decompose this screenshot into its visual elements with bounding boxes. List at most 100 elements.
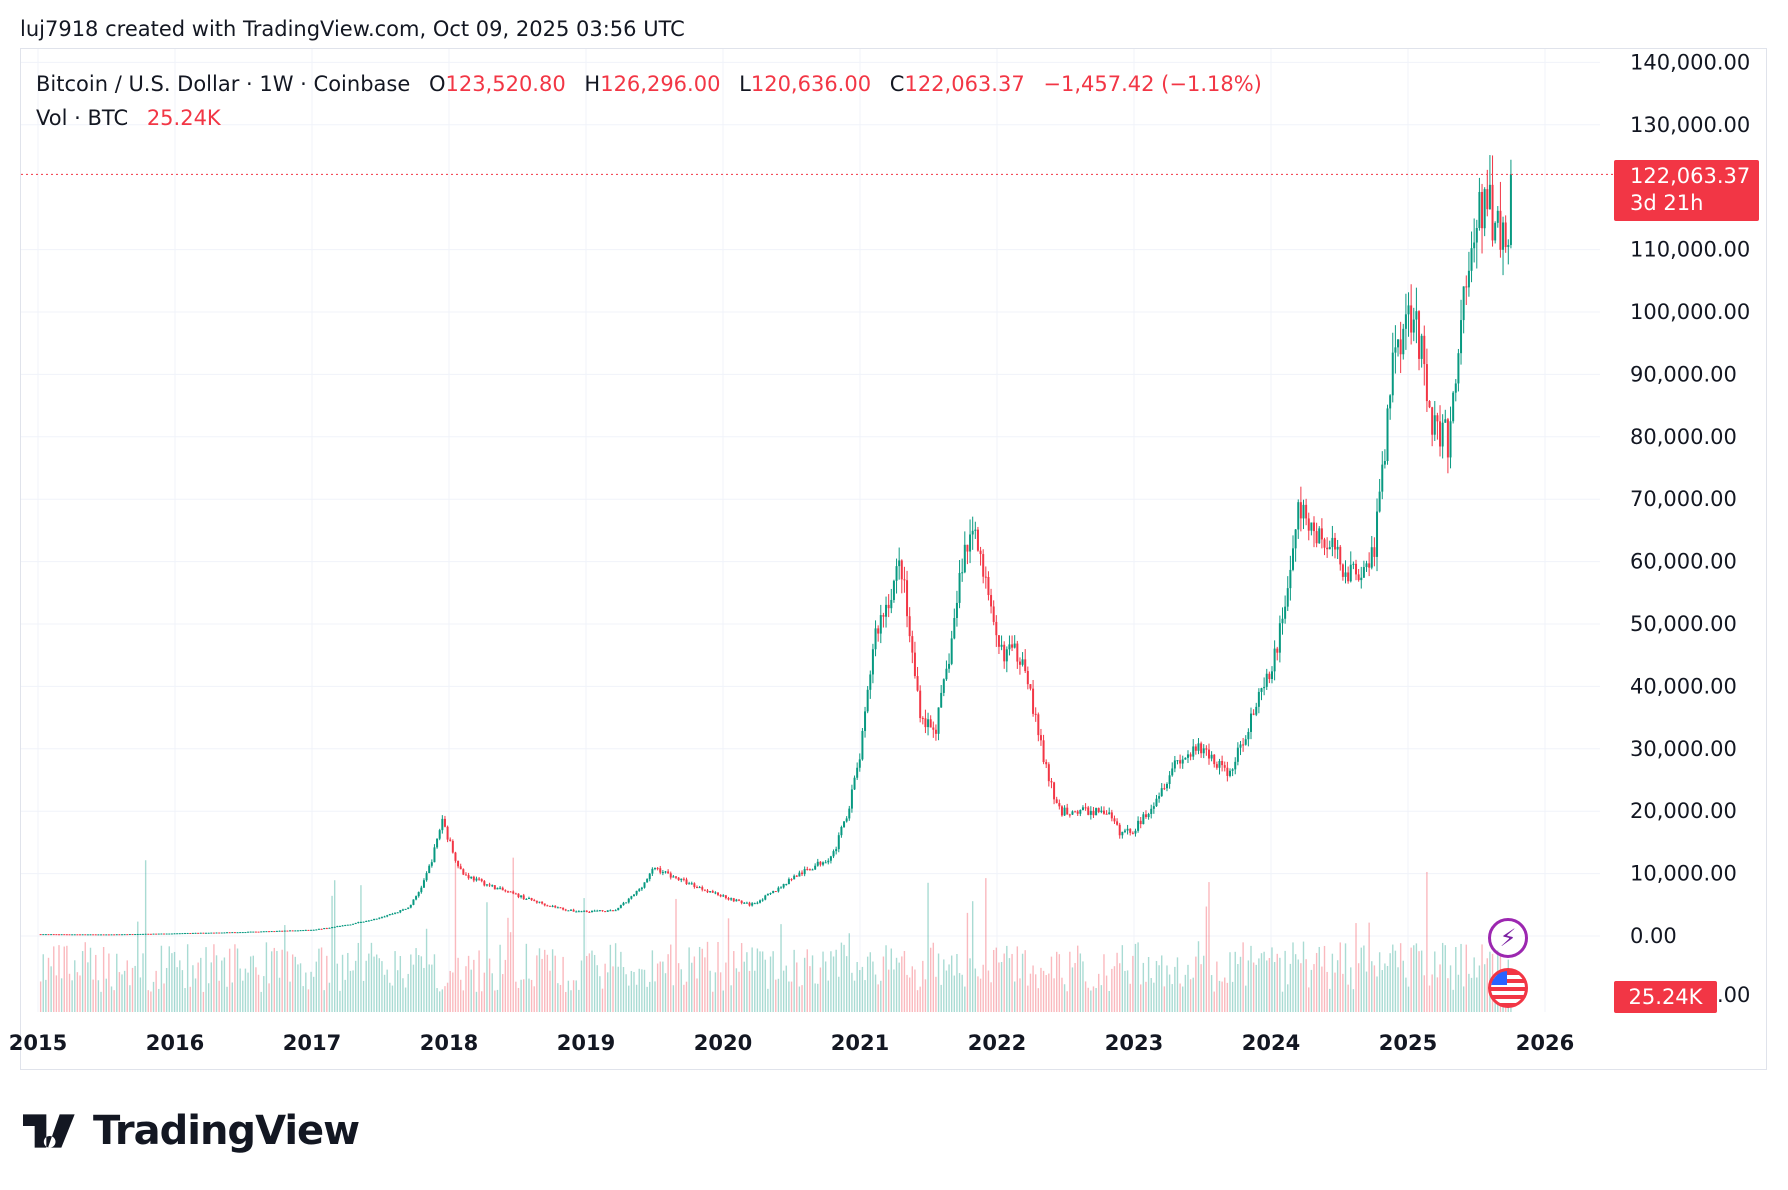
volume-bar: [614, 943, 617, 1012]
candle-body: [76, 934, 79, 936]
volume-bar: [1415, 943, 1418, 1012]
volume-bar: [1407, 986, 1410, 1012]
candle-body: [892, 580, 895, 600]
volume-bar: [1037, 988, 1040, 1012]
candle-body: [1139, 820, 1142, 825]
volume-bar: [402, 978, 404, 1012]
volume-bar: [1098, 973, 1100, 1012]
volume-label[interactable]: Vol · BTC: [36, 106, 129, 130]
x-tick-label: 2026: [1516, 1031, 1574, 1055]
candle-body: [191, 932, 194, 934]
y-tick-label: 40,000.00: [1630, 674, 1737, 698]
volume-bar: [1441, 942, 1444, 1012]
volume-bar: [677, 963, 680, 1012]
candle-body: [1037, 714, 1040, 736]
candle-body: [575, 911, 578, 913]
volume-bar: [680, 969, 682, 1012]
symbol-title[interactable]: Bitcoin / U.S. Dollar · 1W · Coinbase: [36, 72, 411, 96]
candle-body: [1213, 754, 1216, 765]
x-tick-label: 2018: [420, 1031, 478, 1055]
candle-body: [856, 767, 859, 778]
volume-bar: [877, 984, 879, 1012]
volume-bar: [1405, 977, 1407, 1012]
y-tick-label: 0.00: [1630, 924, 1677, 948]
candle-body: [128, 934, 131, 936]
candle-body: [299, 930, 302, 932]
volume-bar: [759, 951, 761, 1012]
candle-body: [399, 910, 402, 913]
volume-bar: [223, 957, 226, 1012]
volume-bar: [465, 966, 467, 1012]
open-value: 123,520.80: [445, 72, 566, 96]
candle-body: [764, 895, 767, 900]
lightning-icon[interactable]: ⚡: [1488, 918, 1528, 958]
volume-bar: [685, 981, 688, 1012]
candle-body: [73, 934, 76, 936]
volume-bar: [1013, 981, 1016, 1012]
candle-body: [1005, 649, 1008, 662]
volume-bar: [1218, 980, 1221, 1012]
candle-body: [522, 895, 525, 900]
volume-bar: [1111, 968, 1113, 1012]
candle-body: [181, 933, 184, 935]
volume-bar: [1050, 956, 1053, 1012]
volume-bar: [777, 978, 780, 1012]
candle-body: [170, 933, 173, 935]
chart-frame: [20, 48, 1767, 1070]
candle-body: [1076, 811, 1079, 814]
candle-body: [81, 934, 84, 936]
tradingview-logo[interactable]: TradingView: [23, 1108, 360, 1154]
volume-bar: [1247, 960, 1250, 1012]
candle-body: [370, 919, 373, 921]
volume-bar: [1205, 906, 1208, 1012]
candle-body: [1137, 820, 1140, 831]
candle-body: [1053, 782, 1056, 800]
volume-bar: [425, 928, 428, 1012]
candle-body: [1039, 735, 1042, 741]
candle-body: [1150, 808, 1153, 815]
volume-bar: [622, 967, 625, 1012]
volume-bar: [1268, 957, 1271, 1012]
candle-body: [1281, 618, 1284, 624]
volume-bar: [131, 967, 134, 1012]
volume-bar: [567, 980, 570, 1012]
candle-body: [1047, 764, 1050, 782]
y-tick-label: 90,000.00: [1630, 362, 1737, 386]
volume-bar: [446, 982, 449, 1012]
candle-body: [961, 572, 964, 574]
candle-body: [417, 892, 420, 897]
volume-bar: [824, 961, 827, 1012]
candle-body: [475, 878, 478, 881]
candle-body: [900, 560, 903, 580]
candle-body: [850, 789, 853, 809]
candle-body: [743, 902, 746, 904]
candle-body: [1074, 811, 1077, 813]
candle-body: [1441, 422, 1444, 447]
candle-body: [719, 894, 722, 897]
candle-body: [383, 916, 386, 918]
candle-body: [176, 933, 179, 935]
candle-body: [121, 934, 124, 936]
candle-body: [632, 894, 635, 897]
volume-bar: [1276, 953, 1278, 1012]
candle-body: [598, 910, 601, 912]
volume-bar: [722, 990, 724, 1012]
volume-bar: [798, 986, 801, 1012]
volume-bar: [504, 959, 507, 1012]
candle-body: [1210, 754, 1213, 759]
candle-body: [449, 839, 452, 841]
volume-bar: [76, 972, 79, 1012]
candle-body: [1236, 747, 1239, 762]
volume-bar: [339, 990, 341, 1012]
us-flag-icon[interactable]: [1488, 968, 1528, 1008]
candle-body: [409, 904, 412, 908]
volume-bar: [163, 983, 165, 1012]
volume-bar: [536, 955, 538, 1012]
volume-bar: [375, 954, 378, 1012]
volume-bar: [580, 960, 583, 1012]
volume-bar: [1305, 959, 1307, 1012]
volume-bar: [916, 990, 919, 1012]
volume-bar: [1092, 986, 1095, 1012]
volume-bar: [47, 957, 50, 1012]
